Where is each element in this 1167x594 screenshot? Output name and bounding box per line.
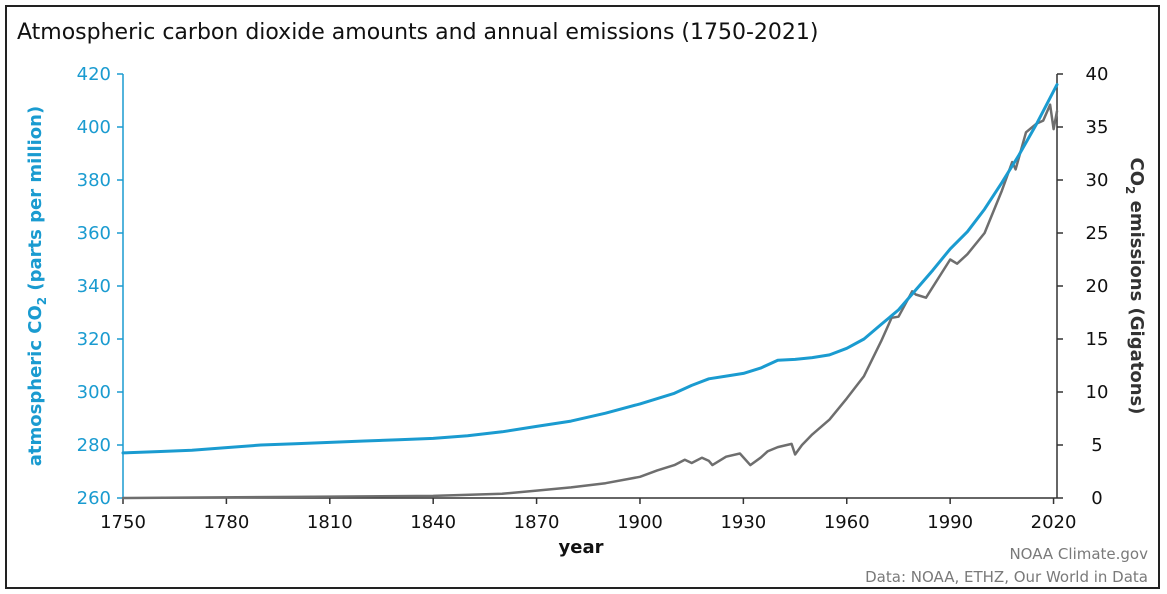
right-tick-label: 25 (1086, 223, 1109, 244)
x-tick-label: 1810 (307, 512, 353, 533)
left-tick-label: 340 (77, 276, 111, 297)
x-tick-label: 1960 (824, 512, 870, 533)
series-lines (121, 83, 1059, 500)
x-tick-label: 1840 (410, 512, 456, 533)
left-tick-label: 400 (77, 117, 111, 138)
emissions-line (121, 103, 1059, 500)
right-tick-label: 40 (1086, 64, 1109, 85)
right-tick-label: 15 (1086, 329, 1109, 350)
source-credit-1: NOAA Climate.gov (1009, 545, 1148, 563)
x-tick-label: 1750 (100, 512, 146, 533)
x-tick-label: 1990 (927, 512, 973, 533)
axes-group (122, 74, 1058, 499)
x-tick-label: 1870 (514, 512, 560, 533)
right-tick-label: 5 (1091, 435, 1102, 456)
x-tick-label: 1930 (720, 512, 766, 533)
left-tick-label: 320 (77, 329, 111, 350)
source-credit-2: Data: NOAA, ETHZ, Our World in Data (865, 568, 1148, 586)
left-axis-title: atmospheric CO2 (parts per million) (25, 106, 49, 466)
right-axis-title: CO2 emissions (Gigatons) (1123, 158, 1147, 415)
left-tick-label: 300 (77, 382, 111, 403)
left-tick-label: 260 (77, 488, 111, 509)
right-tick-label: 10 (1086, 382, 1109, 403)
chart-title: Atmospheric carbon dioxide amounts and a… (17, 20, 819, 45)
right-axis-ticks: 0 5 10 15 20 25 30 35 40 (1057, 64, 1108, 509)
right-tick-label: 30 (1086, 170, 1109, 191)
x-tick-label: 1780 (203, 512, 249, 533)
right-tick-label: 20 (1086, 276, 1109, 297)
left-tick-label: 360 (77, 223, 111, 244)
right-tick-label: 0 (1091, 488, 1102, 509)
co2-ppm-line (121, 83, 1059, 455)
left-tick-label: 380 (77, 170, 111, 191)
x-tick-label: 1900 (617, 512, 663, 533)
x-tick-label: 2020 (1031, 512, 1077, 533)
left-tick-label: 420 (77, 64, 111, 85)
left-tick-label: 280 (77, 435, 111, 456)
right-tick-label: 35 (1086, 117, 1109, 138)
x-axis-title: year (559, 537, 604, 558)
left-axis-ticks: 260 280 300 320 340 360 380 400 420 (77, 64, 123, 509)
chart-frame (5, 5, 1160, 589)
x-axis-ticks: 1750 1780 1810 1840 1870 1900 1930 1960 1990 2020 (100, 498, 1076, 533)
